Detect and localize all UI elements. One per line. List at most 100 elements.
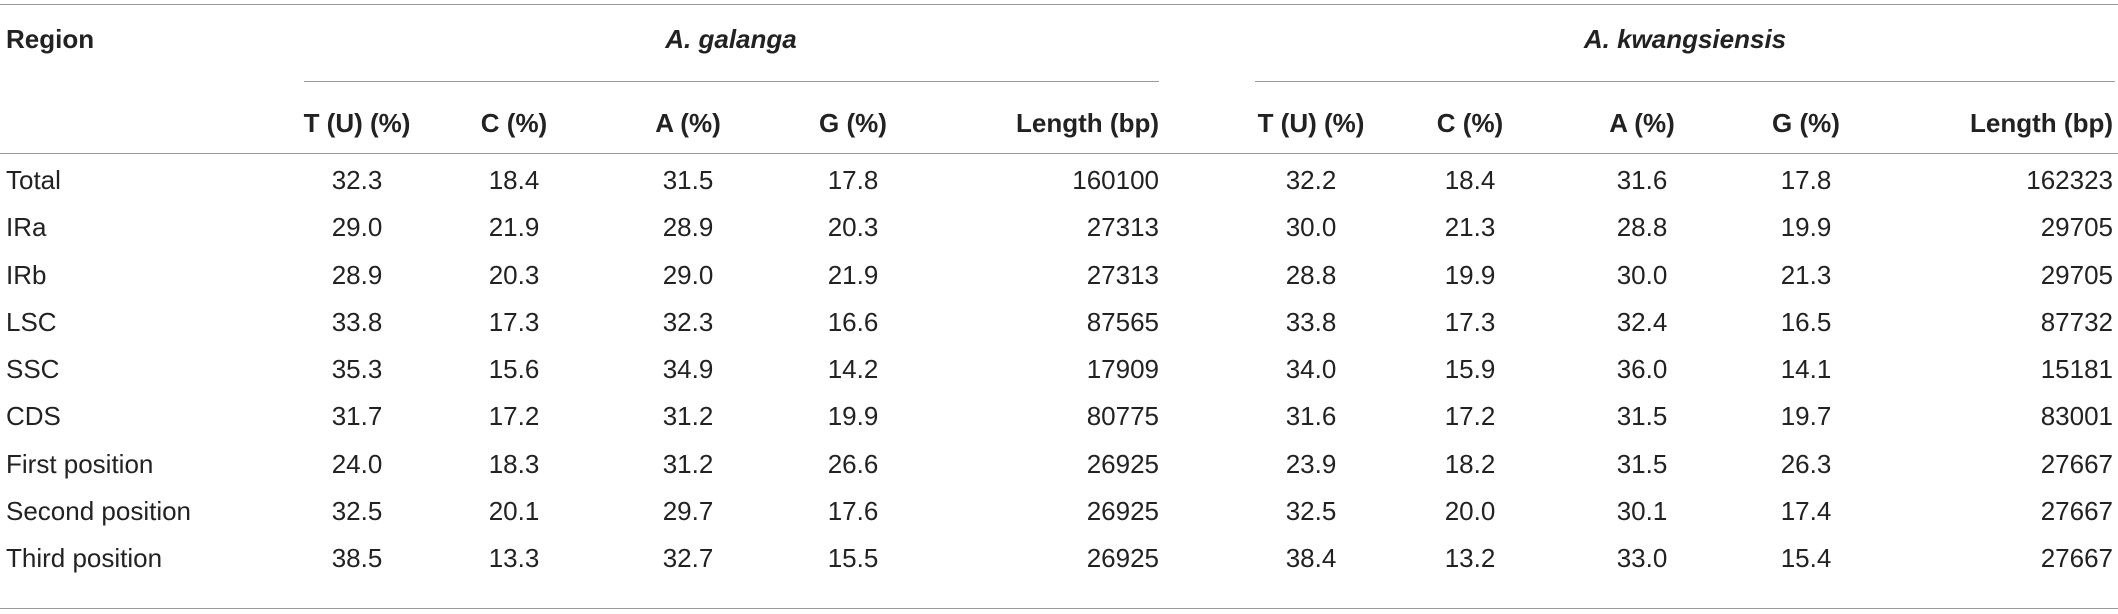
table-cell: 32.3 — [331, 165, 383, 195]
table-cell: 14.2 — [827, 354, 879, 384]
group-header-galanga: A. galanga — [665, 24, 797, 54]
column-header: A (%) — [655, 108, 721, 138]
table-cell: 27667 — [2040, 543, 2113, 573]
table-cell: 27667 — [2040, 495, 2113, 526]
table-cell: 17.2 — [488, 401, 540, 432]
table-cell: 30.1 — [1616, 495, 1668, 526]
row-label: IRa — [6, 212, 47, 243]
table-cell: 28.9 — [662, 212, 714, 243]
table-cell: 29.0 — [331, 212, 383, 243]
table-cell: 19.9 — [1780, 212, 1832, 243]
table-cell: 32.5 — [331, 495, 383, 526]
table-cell: 13.3 — [488, 543, 540, 573]
column-header: Length (bp) — [1970, 108, 2113, 138]
column-header: G (%) — [819, 108, 887, 138]
table-cell: 31.2 — [662, 401, 714, 432]
table-cell: 33.8 — [331, 306, 383, 337]
table-cell: 32.3 — [662, 306, 714, 337]
table-cell: 19.9 — [827, 401, 879, 432]
group-rule-kwangsiensis — [1255, 81, 2115, 82]
table-cell: 29.0 — [662, 259, 714, 290]
table-cell: 20.3 — [827, 212, 879, 243]
table-cell: 30.0 — [1616, 259, 1668, 290]
table-cell: 13.2 — [1444, 543, 1496, 573]
table-top-rule — [0, 4, 2118, 5]
row-label: CDS — [6, 401, 61, 432]
table-cell: 31.6 — [1616, 165, 1668, 195]
table-cell: 80775 — [1086, 401, 1159, 432]
table-cell: 17909 — [1086, 354, 1159, 384]
table-cell: 17.8 — [827, 165, 879, 195]
table-cell: 31.7 — [331, 401, 383, 432]
table-cell: 15.6 — [488, 354, 540, 384]
row-label: Total — [6, 165, 61, 195]
table-cell: 29.7 — [662, 495, 714, 526]
table-cell: 26.3 — [1780, 448, 1832, 479]
table-cell: 28.8 — [1285, 259, 1337, 290]
column-header: C (%) — [1436, 108, 1504, 138]
table-cell: 15.5 — [827, 543, 879, 573]
row-label: IRb — [6, 259, 47, 290]
table-cell: 160100 — [1072, 165, 1159, 195]
row-label: Third position — [6, 543, 163, 573]
table-cell: 20.1 — [488, 495, 540, 526]
table-cell: 32.5 — [1285, 495, 1337, 526]
table-cell: 17.3 — [488, 306, 540, 337]
table-cell: 29705 — [2040, 259, 2113, 290]
table-cell: 83001 — [2040, 401, 2113, 432]
table-cell: 17.3 — [1444, 306, 1496, 337]
table-cell: 20.0 — [1444, 495, 1496, 526]
table-cell: 19.9 — [1444, 259, 1496, 290]
row-label: SSC — [6, 354, 60, 384]
table-cell: 26925 — [1086, 495, 1159, 526]
table-cell: 14.1 — [1780, 354, 1832, 384]
table-cell: 27313 — [1086, 212, 1159, 243]
row-label: Second position — [6, 495, 192, 526]
table-cell: 31.5 — [1616, 401, 1668, 432]
table-cell: 87732 — [2040, 306, 2113, 337]
table-cell: 29705 — [2040, 212, 2113, 243]
table-cell: 32.2 — [1285, 165, 1337, 195]
table-cell: 34.9 — [662, 354, 714, 384]
table-cell: 35.3 — [331, 354, 383, 384]
column-header: C (%) — [480, 108, 548, 138]
table-cell: 21.3 — [1444, 212, 1496, 243]
table-cell: 26925 — [1086, 448, 1159, 479]
table-cell: 18.4 — [488, 165, 540, 195]
table-cell: 18.2 — [1444, 448, 1496, 479]
table-cell: 28.8 — [1616, 212, 1668, 243]
column-header: Length (bp) — [1016, 108, 1159, 138]
row-label: LSC — [6, 306, 57, 337]
table-cell: 32.7 — [662, 543, 714, 573]
table-cell: 18.3 — [488, 448, 540, 479]
table-cell: 18.4 — [1444, 165, 1496, 195]
table-cell: 17.8 — [1780, 165, 1832, 195]
column-header: T (U) (%) — [1257, 108, 1365, 138]
table-cell: 36.0 — [1616, 354, 1668, 384]
table-cell: 34.0 — [1285, 354, 1337, 384]
table-cell: 162323 — [2026, 165, 2113, 195]
region-header: Region — [6, 24, 95, 54]
column-header: T (U) (%) — [303, 108, 411, 138]
row-label: First position — [6, 448, 154, 479]
column-header: G (%) — [1772, 108, 1840, 138]
table-cell: 17.4 — [1780, 495, 1832, 526]
table-cell: 17.2 — [1444, 401, 1496, 432]
table-cell: 87565 — [1086, 306, 1159, 337]
table-cell: 28.9 — [331, 259, 383, 290]
table-cell: 21.9 — [488, 212, 540, 243]
header-bottom-rule — [0, 153, 2118, 154]
table-cell: 21.9 — [827, 259, 879, 290]
table-cell: 17.6 — [827, 495, 879, 526]
table-cell: 30.0 — [1285, 212, 1337, 243]
table-cell: 26925 — [1086, 543, 1159, 573]
table-cell: 21.3 — [1780, 259, 1832, 290]
table-cell: 15.9 — [1444, 354, 1496, 384]
table-bottom-rule — [0, 608, 2118, 609]
table-cell: 38.5 — [331, 543, 383, 573]
table-cell: 31.6 — [1285, 401, 1337, 432]
table-cell: 31.5 — [662, 165, 714, 195]
table-cell: 19.7 — [1780, 401, 1832, 432]
table-cell: 27313 — [1086, 259, 1159, 290]
